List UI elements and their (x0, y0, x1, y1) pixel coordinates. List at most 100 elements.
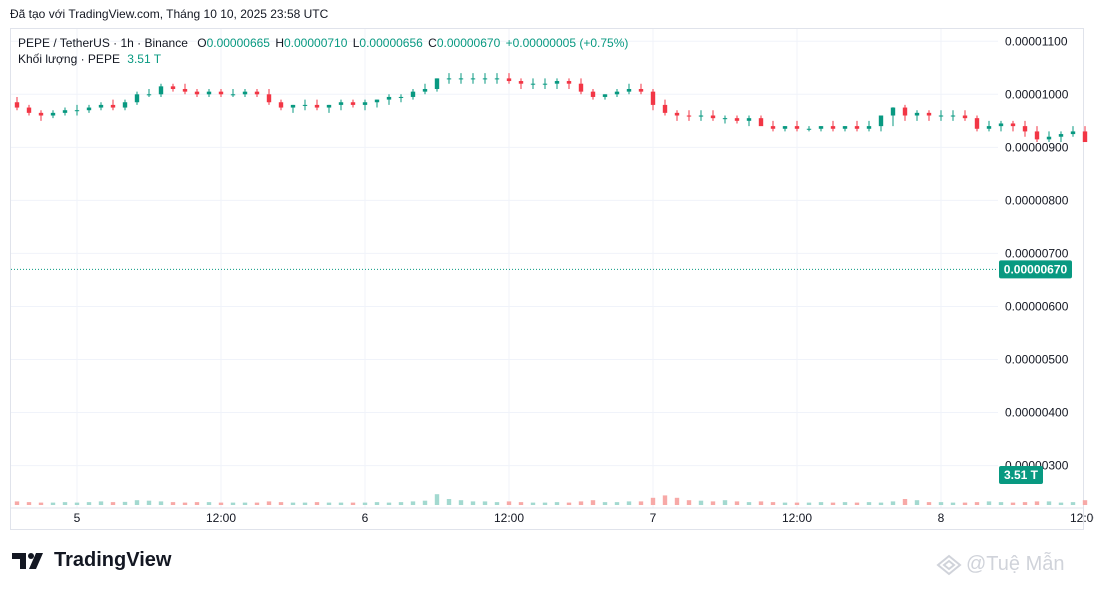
ohlc-row: PEPE / TetherUS · 1h · Binance O0.000006… (18, 35, 628, 51)
watermark-text: @Tuệ Mẫn (966, 553, 1065, 575)
candle-body (902, 107, 908, 116)
y-tick-label: 0.00000400 (1005, 406, 1069, 420)
created-caption: Đã tạo với TradingView.com, Tháng 10 10,… (10, 7, 329, 21)
volume-bar (986, 501, 992, 505)
volume-bar (434, 494, 440, 505)
volume-bar (794, 502, 800, 505)
volume-bar (758, 501, 764, 505)
volume-bar (1070, 502, 1076, 505)
candle-body (134, 94, 140, 103)
volume-bar (590, 500, 596, 505)
volume-bar (458, 500, 464, 505)
candle-body (110, 104, 116, 108)
volume-bar (914, 500, 920, 505)
candle-body (398, 96, 404, 98)
volume-bar (998, 502, 1004, 505)
candle-body (662, 104, 668, 113)
symbol-label[interactable]: PEPE / TetherUS · 1h · Binance (18, 36, 188, 50)
candle-body (722, 118, 728, 120)
volume-bar (866, 502, 872, 505)
volume-bar (842, 502, 848, 505)
candle-body (254, 91, 260, 95)
volume-bar (926, 502, 932, 505)
volume-bar (230, 502, 236, 505)
candle-body (518, 81, 524, 84)
chart-frame[interactable] (10, 28, 1084, 530)
volume-bar (14, 501, 20, 505)
candle-body (230, 94, 236, 96)
volume-bar (386, 502, 392, 505)
candle-body (458, 78, 464, 80)
candle-body (122, 102, 128, 108)
candle-body (554, 81, 560, 84)
volume-bar (878, 502, 884, 505)
candle-body (626, 88, 632, 92)
volume-bar (218, 502, 224, 505)
volume-bar (506, 501, 512, 505)
volume-bar (74, 502, 80, 505)
candle-body (278, 102, 284, 108)
volume-bar (650, 497, 656, 505)
volume-bar (770, 502, 776, 505)
volume-bar (410, 501, 416, 505)
candle-body (686, 115, 692, 117)
volume-bar (1022, 502, 1028, 505)
candle-body (734, 118, 740, 121)
candle-body (578, 83, 584, 92)
candle-body (938, 115, 944, 117)
volume-bar (422, 500, 428, 505)
volume-bar (626, 501, 632, 505)
candle-body (770, 126, 776, 129)
candle-body (998, 123, 1004, 127)
volume-bar (614, 502, 620, 505)
volume-bar (638, 501, 644, 505)
candle-body (842, 126, 848, 129)
x-tick-label: 12:00 (206, 511, 236, 525)
change-value: +0.00000005 (+0.75%) (505, 36, 629, 50)
x-tick-label: 12:00 (494, 511, 524, 525)
x-tick-label: 8 (938, 511, 945, 525)
tradingview-logo[interactable]: TradingView (12, 549, 171, 572)
candle-body (410, 91, 416, 97)
volume-bar (398, 502, 404, 505)
candle-body (470, 78, 476, 80)
candle-body (890, 107, 896, 116)
volume-bar (110, 502, 116, 505)
candle-body (962, 115, 968, 119)
volume-bar (242, 502, 248, 505)
volume-label[interactable]: Khối lượng · PEPE (18, 52, 120, 66)
y-tick-label: 0.00000500 (1005, 352, 1069, 366)
close-label: C (428, 36, 437, 50)
diamond-icon (936, 554, 962, 575)
volume-bar (338, 502, 344, 505)
candle-body (218, 91, 224, 95)
close-value: 0.00000670 (436, 36, 501, 50)
candle-body (830, 126, 836, 129)
candle-body (14, 102, 20, 108)
candle-body (854, 126, 860, 129)
high-label: H (275, 36, 284, 50)
volume-bar (830, 502, 836, 505)
volume-bar (542, 502, 548, 505)
candle-body (386, 96, 392, 100)
volume-bar (266, 501, 272, 505)
candle-body (710, 115, 716, 119)
low-label: L (352, 36, 360, 50)
candle-body (338, 102, 344, 105)
candle-body (266, 94, 272, 103)
volume-bar (782, 502, 788, 505)
volume-bar (674, 497, 680, 505)
candle-body (146, 94, 152, 96)
volume-bar (446, 499, 452, 505)
volume-bar (602, 502, 608, 505)
candle-body (314, 104, 320, 108)
volume-bar (482, 501, 488, 505)
volume-bar (746, 502, 752, 505)
volume-bar (26, 502, 32, 505)
candle-body (26, 107, 32, 113)
y-tick-label: 0.00000800 (1005, 193, 1069, 207)
volume-row: Khối lượng · PEPE 3.51 T (18, 51, 628, 67)
candle-body (1082, 131, 1088, 143)
candle-body (818, 126, 824, 129)
